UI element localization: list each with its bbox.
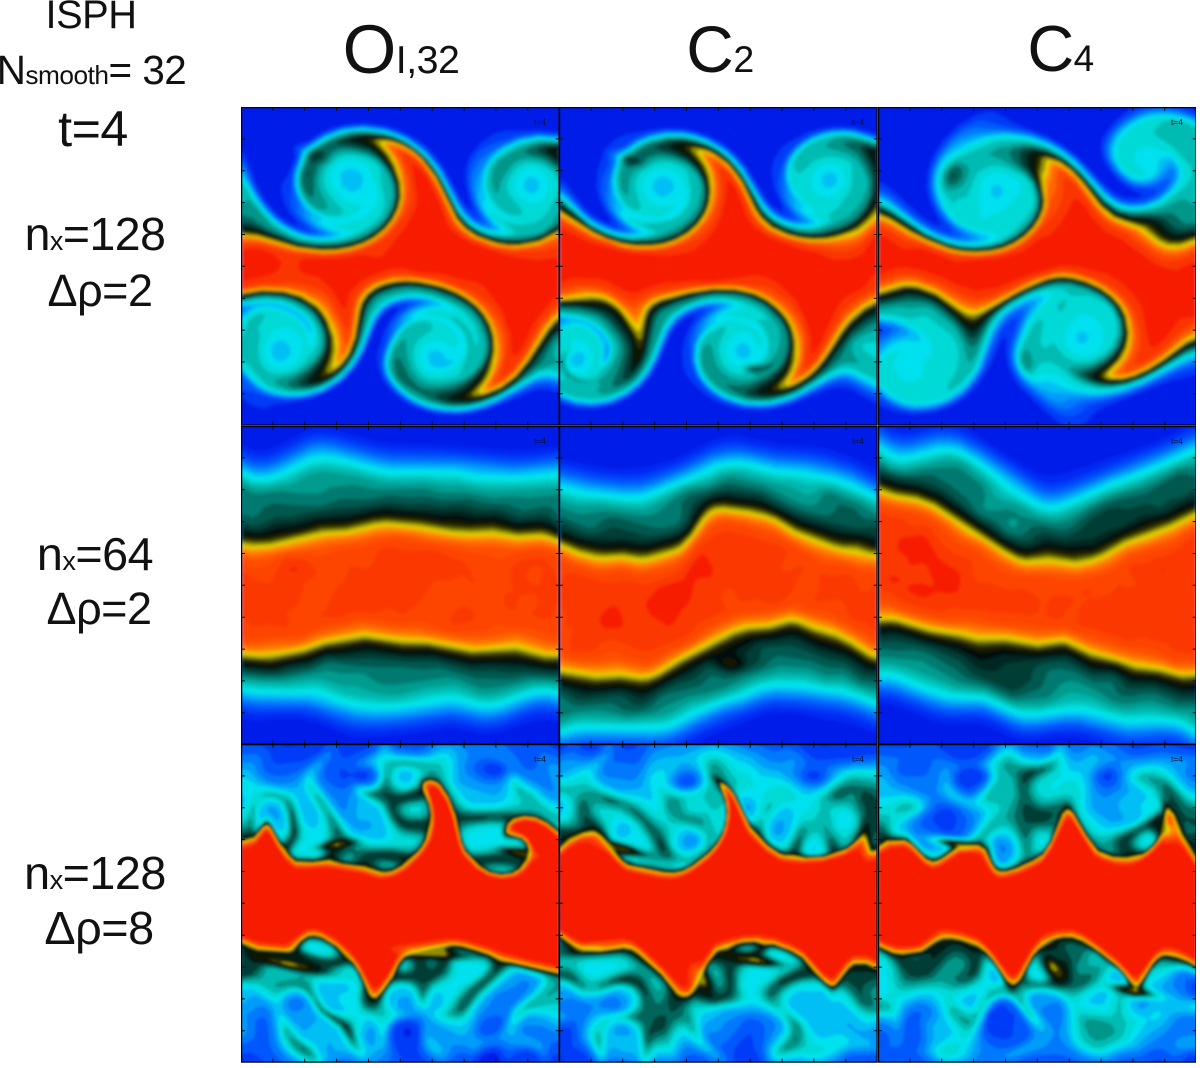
- svg-text:t=4: t=4: [852, 754, 864, 764]
- svg-text:t=4: t=4: [1171, 754, 1183, 764]
- svg-text:t=4: t=4: [533, 754, 545, 764]
- svg-text:t=4: t=4: [852, 117, 864, 127]
- svg-text:t=4: t=4: [1171, 436, 1183, 446]
- svg-text:t=4: t=4: [533, 436, 545, 446]
- svg-text:t=4: t=4: [533, 117, 545, 127]
- svg-text:t=4: t=4: [1171, 117, 1183, 127]
- svg-text:t=4: t=4: [852, 436, 864, 446]
